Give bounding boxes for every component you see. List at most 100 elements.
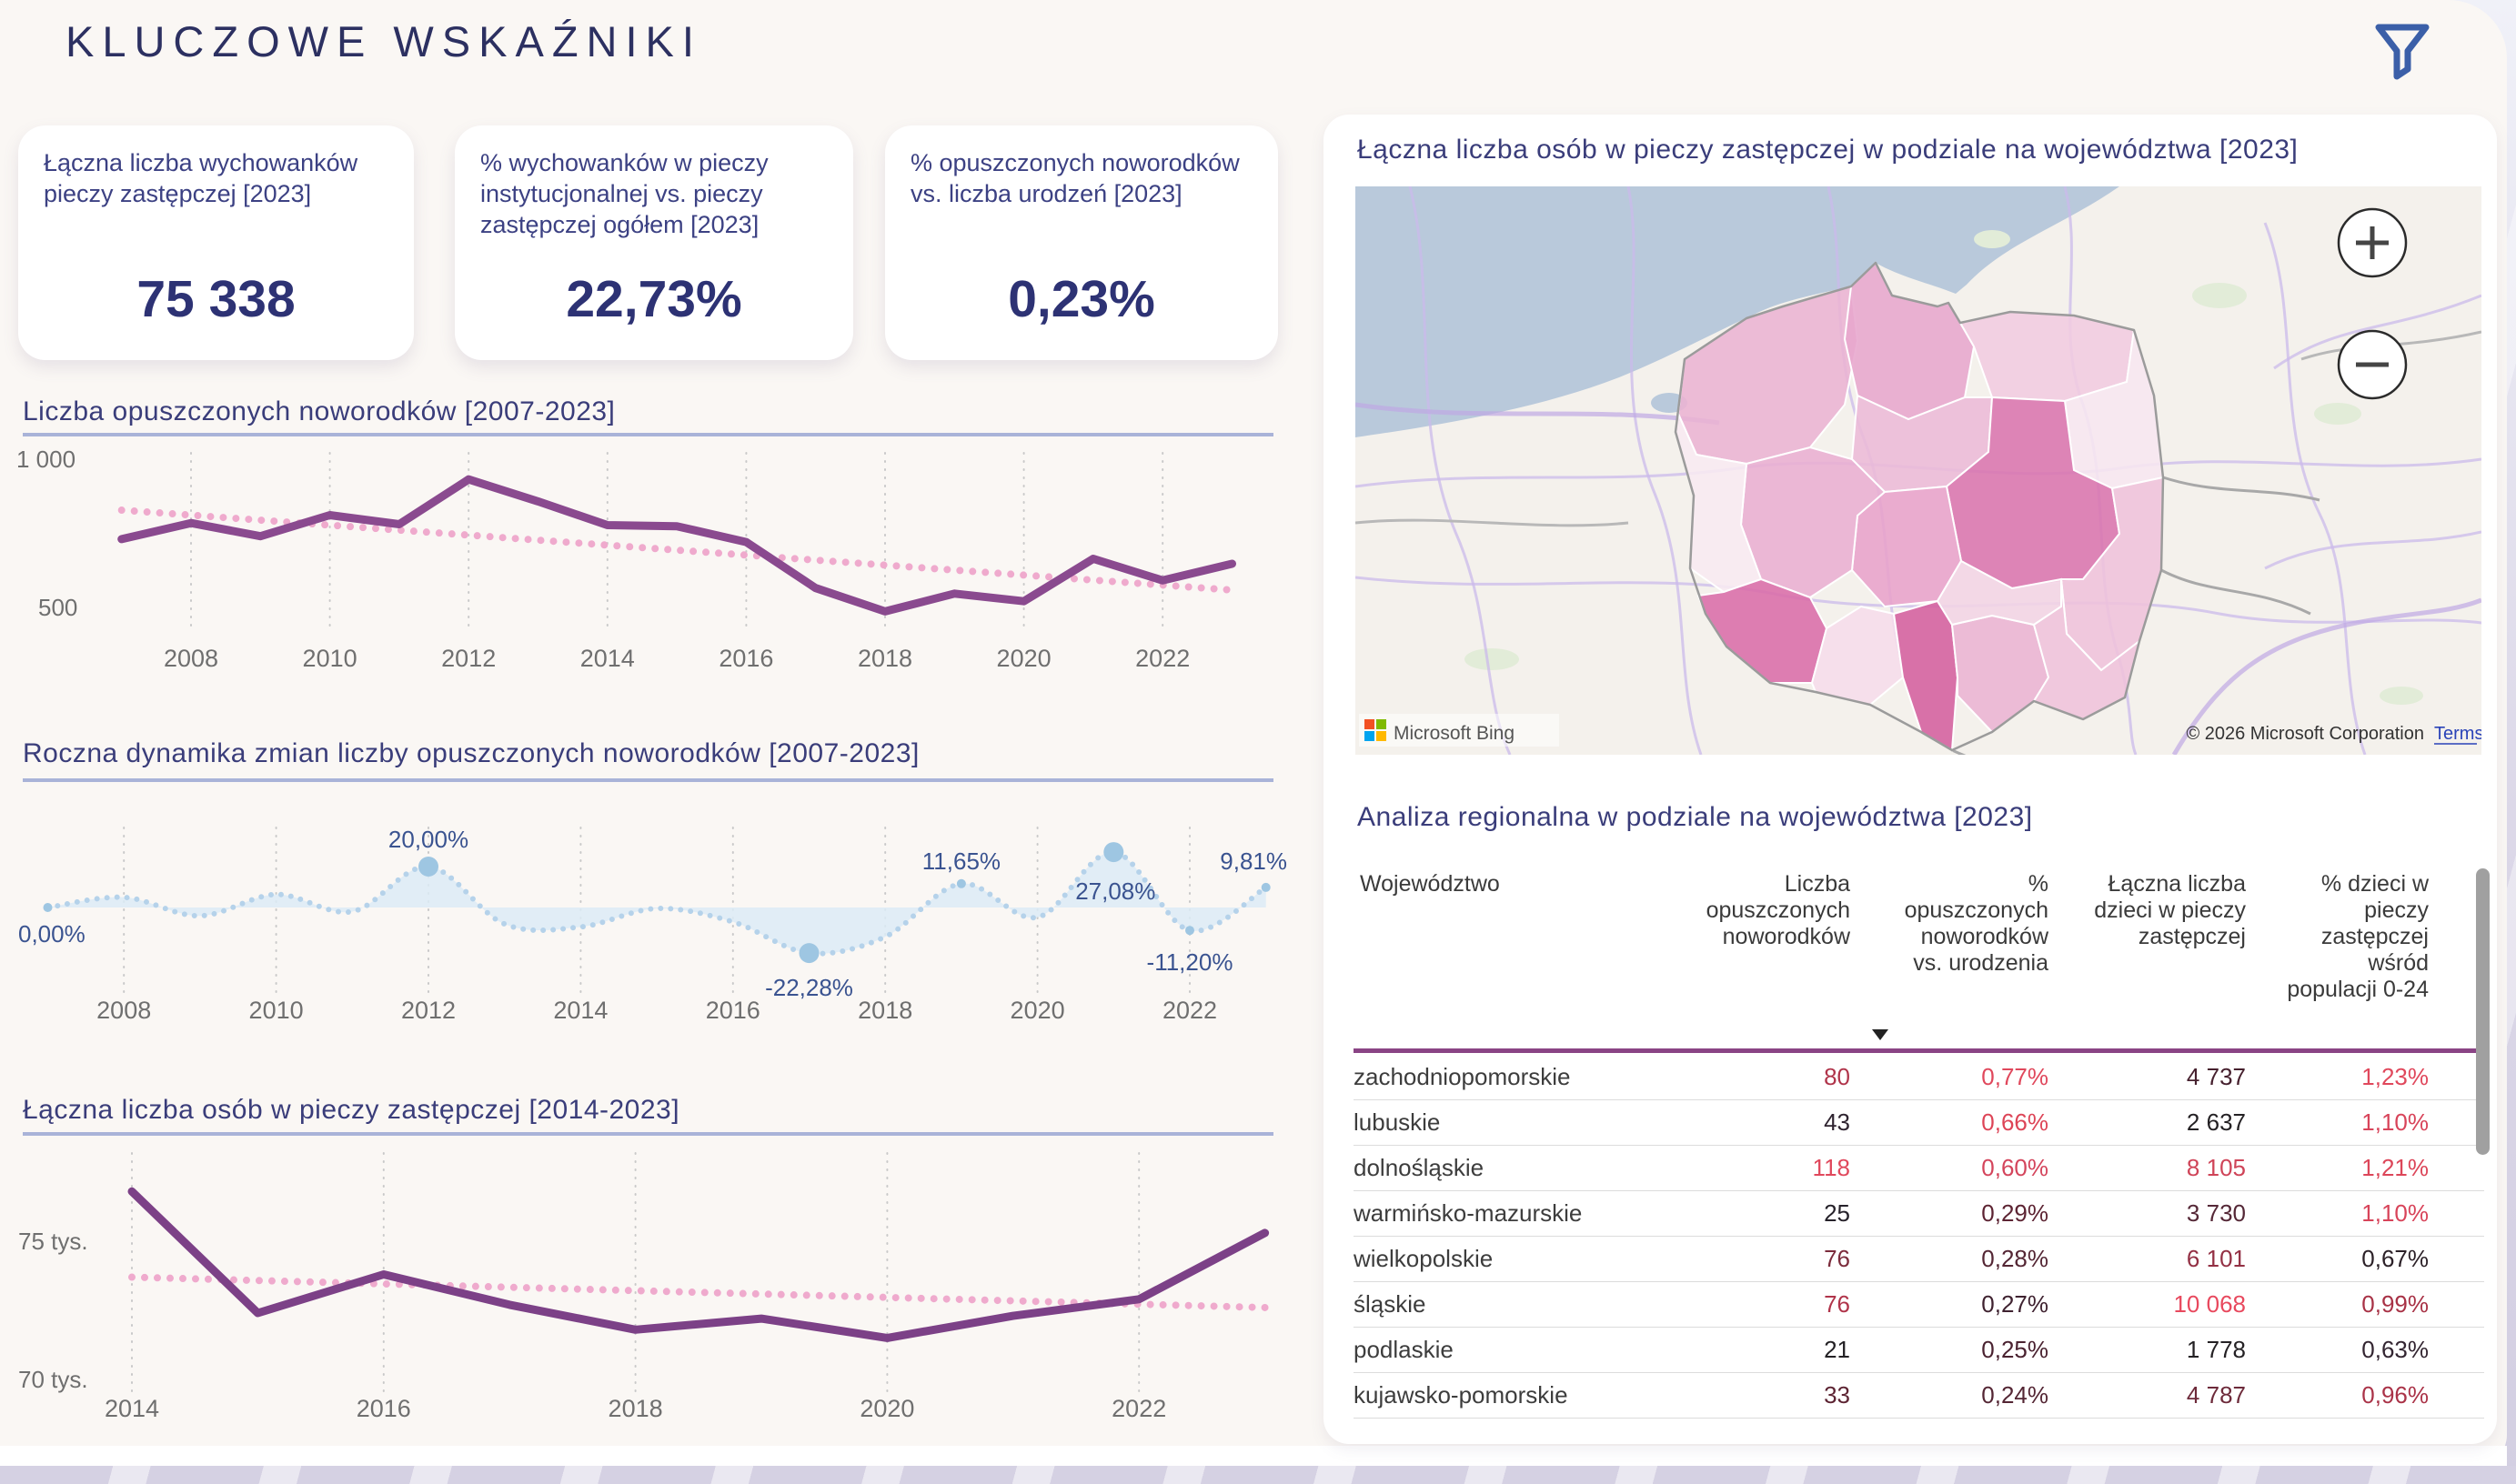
bing-attribution: Microsoft Bing bbox=[1394, 723, 1515, 744]
kpi-value: 75 338 bbox=[136, 270, 296, 328]
cell-wojewodztwo: wielkopolskie bbox=[1354, 1245, 1494, 1272]
table-row: podlaskie 21 0,25% 1 778 0,63% bbox=[1354, 1328, 2484, 1373]
column-header-pct-populacji[interactable]: % dzieci w pieczy zastępczej wśród popul… bbox=[2287, 871, 2429, 1002]
svg-text:-22,28%: -22,28% bbox=[765, 974, 853, 1001]
cell-wojewodztwo: kujawsko-pomorskie bbox=[1354, 1381, 1568, 1409]
table-scrollbar[interactable] bbox=[2476, 868, 2490, 1155]
svg-text:2016: 2016 bbox=[719, 645, 773, 672]
cell-wojewodztwo: podlaskie bbox=[1354, 1336, 1454, 1363]
svg-text:2010: 2010 bbox=[249, 997, 304, 1024]
cell-value: 0,60% bbox=[1981, 1154, 2048, 1181]
kpi-label: % wychowanków w pieczy instytucjonalnej … bbox=[480, 149, 769, 238]
cell-value: 76 bbox=[1824, 1245, 1850, 1272]
cell-value: 4 737 bbox=[2186, 1063, 2246, 1090]
svg-text:2022: 2022 bbox=[1135, 645, 1190, 672]
table-row: kujawsko-pomorskie 33 0,24% 4 787 0,96% bbox=[1354, 1373, 2484, 1419]
sheet-bottom-band bbox=[0, 1446, 2507, 1466]
decorative-bottom-band bbox=[0, 1466, 2516, 1484]
svg-text:2022: 2022 bbox=[1162, 997, 1217, 1024]
cell-value: 3 730 bbox=[2186, 1199, 2246, 1227]
table-row: lubuskie 43 0,66% 2 637 1,10% bbox=[1354, 1100, 2484, 1146]
kpi-label: % opuszczonych noworodków vs. liczba uro… bbox=[911, 149, 1240, 207]
svg-text:27,08%: 27,08% bbox=[1075, 877, 1155, 905]
svg-text:2020: 2020 bbox=[860, 1395, 914, 1422]
cell-value: 0,77% bbox=[1981, 1063, 2048, 1090]
table-header-rule bbox=[1354, 1048, 2484, 1053]
svg-text:2020: 2020 bbox=[997, 645, 1052, 672]
cell-wojewodztwo: zachodniopomorskie bbox=[1354, 1063, 1571, 1090]
chart-title-foster: Łączna liczba osób w pieczy zastępczej [… bbox=[23, 1095, 680, 1125]
table-body: zachodniopomorskie 80 0,77% 4 737 1,23% lubus… bbox=[1354, 1055, 2484, 1419]
cell-value: 0,99% bbox=[2361, 1290, 2429, 1318]
chart-title-newborns: Liczba opuszczonych noworodków [2007-202… bbox=[23, 396, 616, 426]
map-region-opolskie[interactable] bbox=[1810, 605, 1905, 707]
cell-value: 76 bbox=[1824, 1290, 1850, 1318]
cell-value: 1 778 bbox=[2186, 1336, 2246, 1363]
svg-text:20,00%: 20,00% bbox=[388, 826, 468, 853]
column-header-wojewodztwo[interactable]: Województwo bbox=[1360, 871, 1500, 897]
divider bbox=[23, 1132, 1273, 1136]
cell-value: 4 787 bbox=[2186, 1381, 2246, 1409]
kpi-value: 22,73% bbox=[566, 270, 742, 328]
cell-value: 0,24% bbox=[1981, 1381, 2048, 1409]
column-header-pct-vs-urodzenia[interactable]: % opuszczonych noworodków vs. urodzenia bbox=[1904, 871, 2048, 976]
cell-value: 1,21% bbox=[2361, 1154, 2429, 1181]
svg-text:500: 500 bbox=[38, 594, 77, 621]
map-copyright: © 2026 Microsoft Corporation bbox=[2186, 724, 2424, 744]
map-zoom-in-button[interactable] bbox=[2337, 207, 2408, 278]
table-row: dolnośląskie 118 0,60% 8 105 1,21% bbox=[1354, 1146, 2484, 1191]
cell-value: 43 bbox=[1824, 1108, 1850, 1136]
svg-text:-11,20%: -11,20% bbox=[1147, 948, 1233, 976]
cell-value: 6 101 bbox=[2186, 1245, 2246, 1272]
cell-value: 0,67% bbox=[2361, 1245, 2429, 1272]
svg-text:2018: 2018 bbox=[609, 1395, 663, 1422]
cell-value: 0,96% bbox=[2361, 1381, 2429, 1409]
svg-text:2012: 2012 bbox=[441, 645, 496, 672]
bing-map-poland[interactable]: Microsoft Bing © 2026 Microsoft Corporati… bbox=[1355, 186, 2481, 755]
svg-text:2012: 2012 bbox=[401, 997, 456, 1024]
filter-icon[interactable] bbox=[2370, 15, 2435, 82]
kpi-value: 0,23% bbox=[1008, 270, 1155, 328]
cell-value: 118 bbox=[1812, 1154, 1850, 1181]
svg-text:9,81%: 9,81% bbox=[1220, 847, 1287, 875]
cell-value: 25 bbox=[1824, 1199, 1850, 1227]
svg-text:2014: 2014 bbox=[580, 645, 635, 672]
table-row: śląskie 76 0,27% 10 068 0,99% bbox=[1354, 1282, 2484, 1328]
map-terms-link[interactable]: Terms bbox=[2434, 724, 2481, 744]
svg-text:2022: 2022 bbox=[1112, 1395, 1166, 1422]
column-header-liczba-noworodkow[interactable]: Liczba opuszczonych noworodków bbox=[1706, 871, 1850, 949]
area-chart-dynamics: 0,00% 20,00% -22,28% 11,65% 27,08% -11,20% 9,8… bbox=[18, 826, 1287, 1024]
svg-text:2008: 2008 bbox=[164, 645, 218, 672]
cell-value: 8 105 bbox=[2186, 1154, 2246, 1181]
svg-text:70 tys.: 70 tys. bbox=[18, 1366, 88, 1393]
cell-value: 1,10% bbox=[2361, 1199, 2429, 1227]
cell-value: 21 bbox=[1824, 1336, 1850, 1363]
table-row: zachodniopomorskie 80 0,77% 4 737 1,23% bbox=[1354, 1055, 2484, 1100]
svg-text:2010: 2010 bbox=[303, 645, 357, 672]
table-row: warmińsko-mazurskie 25 0,29% 3 730 1,10% bbox=[1354, 1191, 2484, 1237]
cell-value: 0,63% bbox=[2361, 1336, 2429, 1363]
cell-wojewodztwo: lubuskie bbox=[1354, 1108, 1441, 1136]
chart-title-dynamics: Roczna dynamika zmian liczby opuszczonyc… bbox=[23, 738, 920, 768]
cell-value: 80 bbox=[1824, 1063, 1850, 1090]
cell-value: 1,23% bbox=[2361, 1063, 2429, 1090]
divider bbox=[23, 778, 1273, 782]
cell-wojewodztwo: warmińsko-mazurskie bbox=[1354, 1199, 1583, 1227]
cell-value: 1,10% bbox=[2361, 1108, 2429, 1136]
cell-value: 0,66% bbox=[1981, 1108, 2048, 1136]
map-zoom-out-button[interactable] bbox=[2337, 329, 2408, 400]
map-title: Łączna liczba osób w pieczy zastępczej w… bbox=[1357, 135, 2299, 165]
sort-descending-icon[interactable] bbox=[1872, 1029, 1888, 1040]
svg-text:75 tys.: 75 tys. bbox=[18, 1228, 88, 1255]
cell-value: 2 637 bbox=[2186, 1108, 2246, 1136]
cell-value: 0,25% bbox=[1981, 1336, 2048, 1363]
cell-value: 0,29% bbox=[1981, 1199, 2048, 1227]
svg-text:2016: 2016 bbox=[706, 997, 760, 1024]
svg-text:2018: 2018 bbox=[858, 645, 912, 672]
svg-text:2016: 2016 bbox=[357, 1395, 411, 1422]
column-header-laczna-dzieci[interactable]: Łączna liczba dzieci w pieczy zastępczej bbox=[2094, 871, 2246, 949]
svg-text:2014: 2014 bbox=[553, 997, 608, 1024]
kpi-card-total-foster: Łączna liczba wychowanków pieczy zastępc… bbox=[18, 125, 414, 360]
svg-text:2020: 2020 bbox=[1011, 997, 1065, 1024]
cell-wojewodztwo: śląskie bbox=[1354, 1290, 1426, 1318]
